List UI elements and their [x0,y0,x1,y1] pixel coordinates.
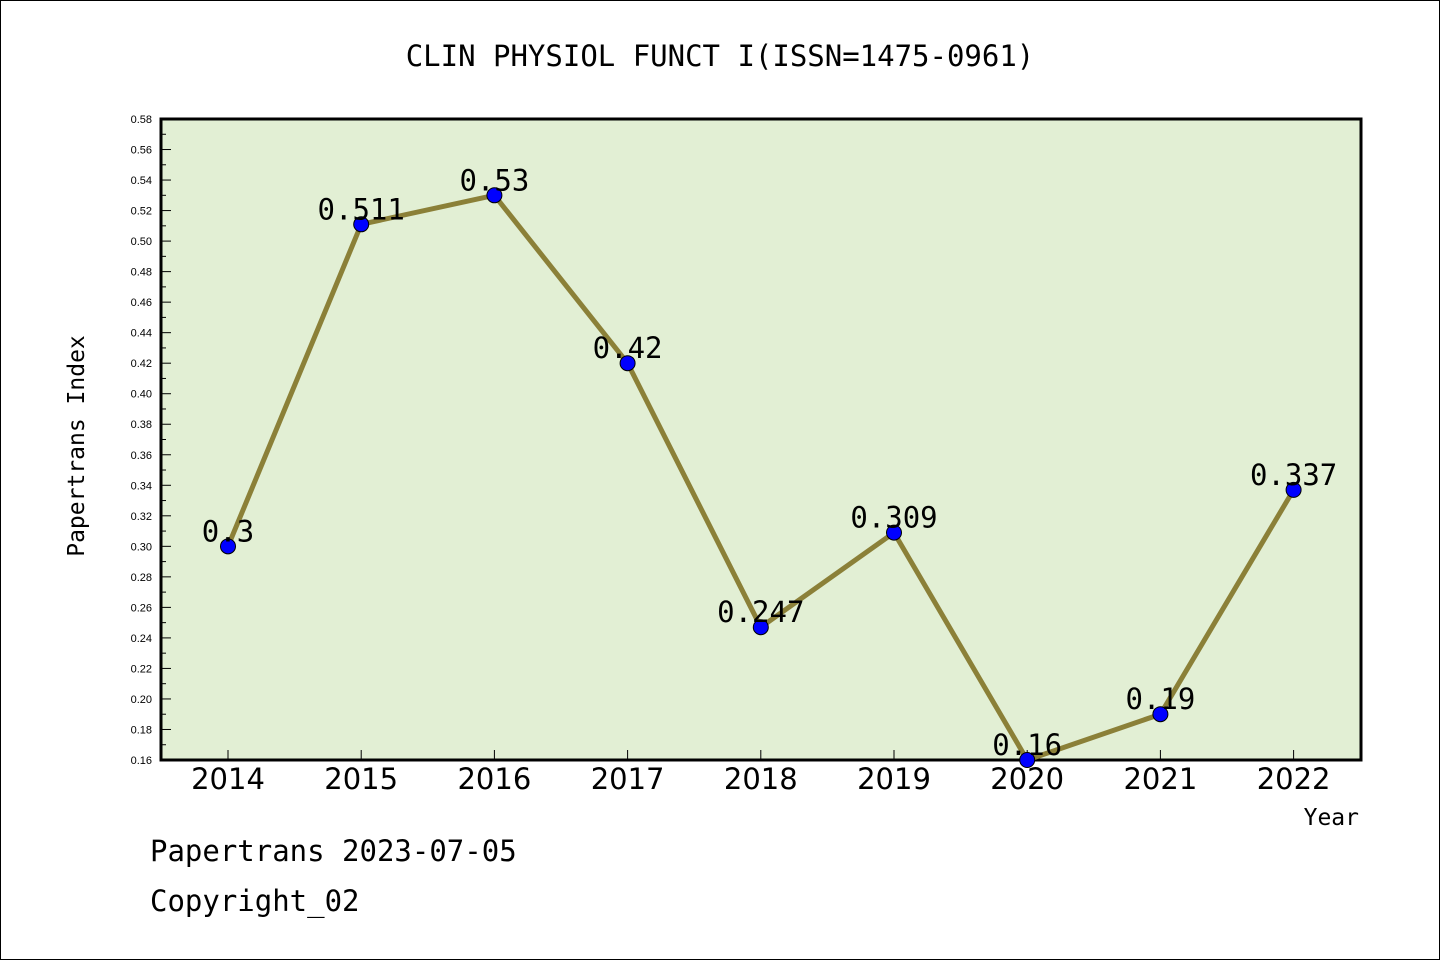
data-point [220,538,236,555]
data-label: 0.16 [992,728,1062,762]
y-tick-label: 0.44 [131,328,152,340]
y-tick-label: 0.16 [131,755,152,767]
x-tick-label: 2017 [591,762,665,796]
data-label: 0.53 [459,163,529,197]
y-tick-label: 0.20 [131,694,152,706]
data-point [353,216,370,233]
y-tick-label: 0.48 [131,267,152,279]
x-tick-label: 2022 [1257,762,1331,796]
y-tick-label: 0.34 [131,480,152,492]
y-tick-label: 0.24 [131,633,152,645]
chart-title: CLIN PHYSIOL FUNCT I(ISSN=1475-0961) [406,39,1035,73]
y-tick-label: 0.28 [131,572,152,584]
x-tick-label: 2016 [457,762,531,796]
data-label: 0.309 [850,501,937,535]
x-tick-label: 2019 [857,762,931,796]
y-tick-label: 0.22 [131,663,152,675]
data-point [1152,706,1169,723]
y-tick-label: 0.56 [131,145,152,157]
data-point [619,355,636,372]
x-axis: 2014 2015 2016 2017 2018 2019 2020 2021 2022 [191,750,1331,796]
data-point [1019,752,1036,768]
y-tick-label: 0.54 [131,175,152,187]
y-axis-label: Papertrans Index [64,335,90,557]
data-point [752,619,769,636]
y-tick-label: 0.46 [131,297,152,309]
data-label: 0.511 [318,192,405,226]
x-tick-label: 2018 [724,762,798,796]
data-point [1285,481,1302,498]
data-label: 0.337 [1250,458,1337,492]
data-label: 0.3 [202,514,254,548]
data-label: 0.247 [717,595,804,629]
y-tick-label: 0.36 [131,450,152,462]
series: 0.3 0.511 0.53 0.42 0.247 0.309 0.16 0.19 0.337 [202,163,1337,768]
y-axis: 0.16 0.18 0.20 0.22 0.24 0.26 0.28 0.30 0.32 0.34… [131,114,171,767]
y-tick-label: 0.40 [131,389,152,401]
x-axis-label: Year [1304,805,1359,831]
x-tick-label: 2021 [1123,762,1197,796]
data-label: 0.19 [1125,682,1195,716]
y-tick-label: 0.30 [131,541,152,553]
y-tick-label: 0.26 [131,602,152,614]
y-tick-label: 0.58 [131,114,152,126]
data-point [886,524,902,541]
footer-copyright: Copyright_02 [150,884,360,918]
y-tick-label: 0.52 [131,206,152,218]
data-label: 0.42 [593,331,663,365]
y-tick-label: 0.38 [131,419,152,431]
y-tick-label: 0.42 [131,358,152,370]
y-tick-label: 0.50 [131,236,152,248]
x-tick-label: 2015 [324,762,398,796]
y-tick-label: 0.32 [131,511,152,523]
y-tick-label: 0.18 [131,724,152,736]
x-tick-label: 2014 [191,762,265,796]
data-point [486,187,503,204]
footer-date: Papertrans 2023-07-05 [150,834,517,868]
